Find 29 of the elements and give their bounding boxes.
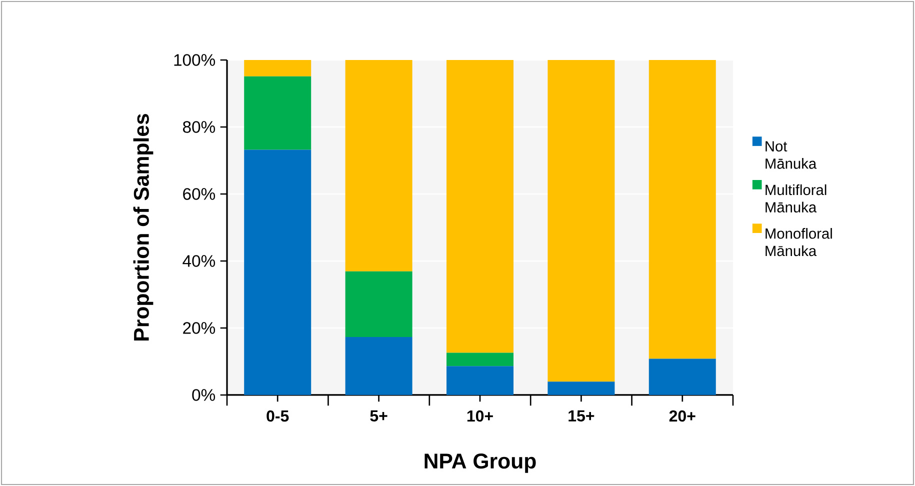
bar bbox=[244, 60, 312, 76]
bar bbox=[548, 382, 615, 395]
x-tick-label: 15+ bbox=[568, 410, 594, 422]
bar bbox=[648, 60, 716, 359]
legend-label: Not Mānuka bbox=[766, 141, 817, 169]
bar bbox=[345, 271, 412, 338]
bar bbox=[244, 150, 312, 395]
bar bbox=[345, 337, 412, 395]
bar bbox=[548, 60, 615, 382]
legend-label: Monofloral Mānuka bbox=[766, 228, 832, 256]
legend-label: Multifloral Mānuka bbox=[766, 184, 826, 212]
y-axis-title: Proportion of Samples bbox=[133, 114, 154, 340]
x-tick-label: 10+ bbox=[467, 410, 493, 422]
bar bbox=[345, 60, 412, 272]
x-tick-label: 20+ bbox=[669, 410, 696, 422]
y-tick-label: 20% bbox=[183, 322, 216, 334]
y-tick-label: 60% bbox=[183, 188, 216, 200]
y-tick-label: 80% bbox=[183, 121, 216, 133]
y-tick-label: 0% bbox=[192, 389, 216, 401]
x-tick-label: 0-5 bbox=[266, 410, 289, 422]
bar bbox=[648, 358, 716, 395]
bar bbox=[446, 352, 514, 366]
y-tick-label: 40% bbox=[182, 255, 216, 267]
x-axis-title: NPA Group bbox=[424, 454, 536, 473]
bar bbox=[244, 76, 312, 150]
y-tick-label: 100% bbox=[174, 54, 216, 66]
x-tick-label: 5+ bbox=[370, 410, 388, 422]
bar bbox=[446, 60, 514, 353]
bar bbox=[446, 366, 514, 395]
